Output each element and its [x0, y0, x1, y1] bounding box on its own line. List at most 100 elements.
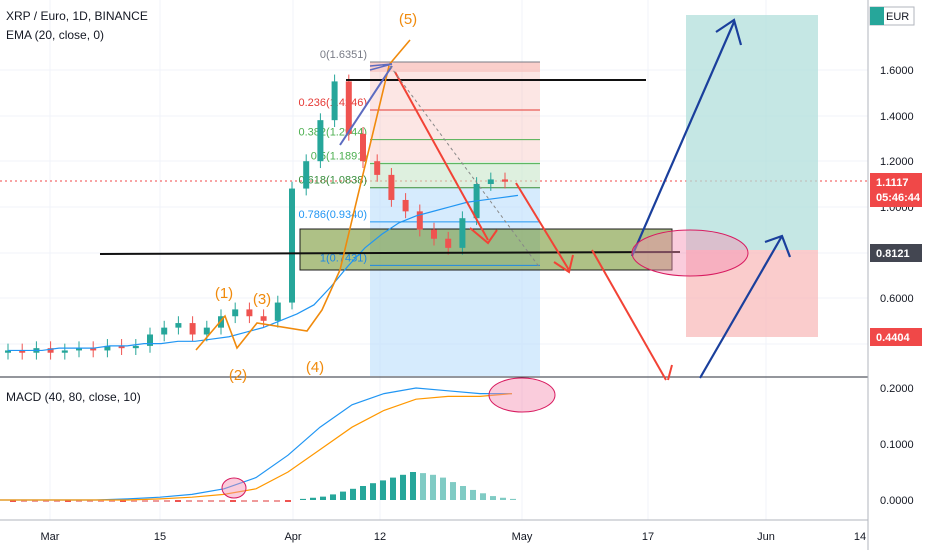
candle-body [388, 174, 395, 200]
price-tick: 0.6000 [880, 293, 914, 305]
blue-arrow-2 [699, 235, 783, 379]
macd-hist-bar [490, 496, 496, 500]
candle-body [331, 81, 338, 121]
macd-pane [0, 377, 556, 502]
impulse-line [339, 65, 393, 146]
macd-hist-neg [175, 500, 181, 502]
blue-arrow-1 [630, 21, 736, 257]
macd-hist-neg [164, 500, 170, 502]
time-tick: 12 [374, 531, 386, 543]
macd-hist-neg [120, 500, 126, 502]
macd-hist-neg [43, 500, 49, 502]
macd-hist-bar [470, 489, 476, 500]
candle-body [232, 309, 239, 317]
candle-body [317, 120, 324, 162]
macd-hist-neg [98, 500, 104, 502]
price-tag-label: 0.8121 [876, 248, 910, 260]
candle-body [274, 302, 281, 321]
candle-body [431, 229, 437, 239]
candle-body [289, 188, 295, 303]
macd-hist-bar [440, 477, 446, 500]
candle-body [175, 323, 182, 328]
macd-tick: 0.2000 [880, 383, 914, 395]
macd-hist-neg [32, 500, 38, 502]
fib-label: 0(1.6351) [320, 49, 367, 61]
macd-tick: 0.1000 [880, 439, 914, 451]
candle-body [132, 345, 139, 349]
macd-hist-neg [219, 500, 225, 502]
blue-arrow-1-head [715, 18, 743, 46]
macd-hist-neg [263, 500, 269, 502]
price-tag-label: 1.1117 [876, 177, 908, 189]
price-tag [870, 244, 922, 262]
candle-body [47, 348, 54, 353]
candle-body [104, 345, 111, 351]
red-arrow-1 [394, 71, 489, 241]
candle-body [445, 238, 452, 248]
macd-hist-bar [360, 486, 366, 500]
price-tag-timer: 05:46:44 [876, 192, 921, 204]
fib-zone-top [370, 62, 540, 72]
candle-body [260, 316, 267, 321]
fib-label: 0.618(1.0838) [299, 175, 368, 187]
macd-hist-neg [87, 500, 93, 502]
red-arrow-3-tail [667, 364, 673, 381]
price-axis: 0.60000.80001.00001.20001.40001.60001.80… [41, 6, 922, 543]
chart-title: XRP / Euro, 1D, BINANCE [6, 9, 148, 23]
candle-body [218, 316, 224, 328]
macd-hist-bar [500, 497, 506, 500]
candle-body [118, 345, 125, 349]
candle-body [459, 218, 466, 248]
candle-body [203, 327, 210, 335]
price-tag [870, 173, 922, 207]
candle-body [61, 350, 68, 353]
red-arrow-2-head [553, 254, 574, 274]
candle-body [19, 350, 26, 353]
highlight-ellipse [631, 229, 749, 277]
candle-body [487, 179, 494, 184]
support-line [99, 251, 681, 255]
macd-hist-neg [109, 500, 115, 502]
ema-label: EMA (20, close, 0) [6, 28, 105, 42]
macd-tick: 0.0000 [880, 495, 914, 507]
macd-hist-bar [420, 473, 426, 500]
macd-hist-bar [450, 482, 456, 500]
wave-label: (2) [229, 367, 247, 384]
time-tick: Apr [284, 531, 301, 543]
price-tick: 1.4000 [880, 111, 914, 123]
candle-body [416, 211, 423, 230]
macd-hist-bar [380, 480, 386, 500]
currency-badge-label: EUR [886, 11, 909, 23]
candle-body [402, 199, 409, 212]
macd-hist-neg [131, 500, 137, 502]
macd-hist-neg [10, 500, 16, 502]
macd-hist-bar [460, 486, 466, 500]
macd-ellipse-small [221, 477, 247, 499]
macd-hist-neg [230, 500, 236, 502]
macd-hist-neg [208, 500, 214, 502]
signal-line [0, 393, 513, 501]
wave-extension [387, 39, 411, 67]
ema-polyline [8, 194, 519, 352]
candle-body [161, 327, 168, 335]
time-tick: Mar [41, 531, 60, 543]
candle-body [374, 161, 381, 175]
candle-body [90, 348, 97, 351]
elliott-wave-up [195, 65, 390, 351]
fib-label: 0.5(1.1891) [311, 151, 367, 163]
macd-hist-neg [241, 500, 247, 502]
macd-hist-bar [300, 498, 306, 500]
drawings: (1) (2) (3) (4) (5) [99, 11, 792, 384]
candle-body [147, 334, 153, 346]
candle-body [303, 161, 310, 189]
macd-hist-bar [510, 498, 516, 500]
price-tag [870, 328, 922, 346]
time-tick: 14 [854, 531, 866, 543]
candle-body [360, 133, 366, 162]
macd-hist-bar [410, 472, 416, 500]
blue-arrow-2-head [764, 234, 792, 258]
candle-body [246, 309, 253, 317]
macd-hist-bar [320, 496, 326, 500]
price-tag-label: 0.4404 [876, 332, 911, 344]
